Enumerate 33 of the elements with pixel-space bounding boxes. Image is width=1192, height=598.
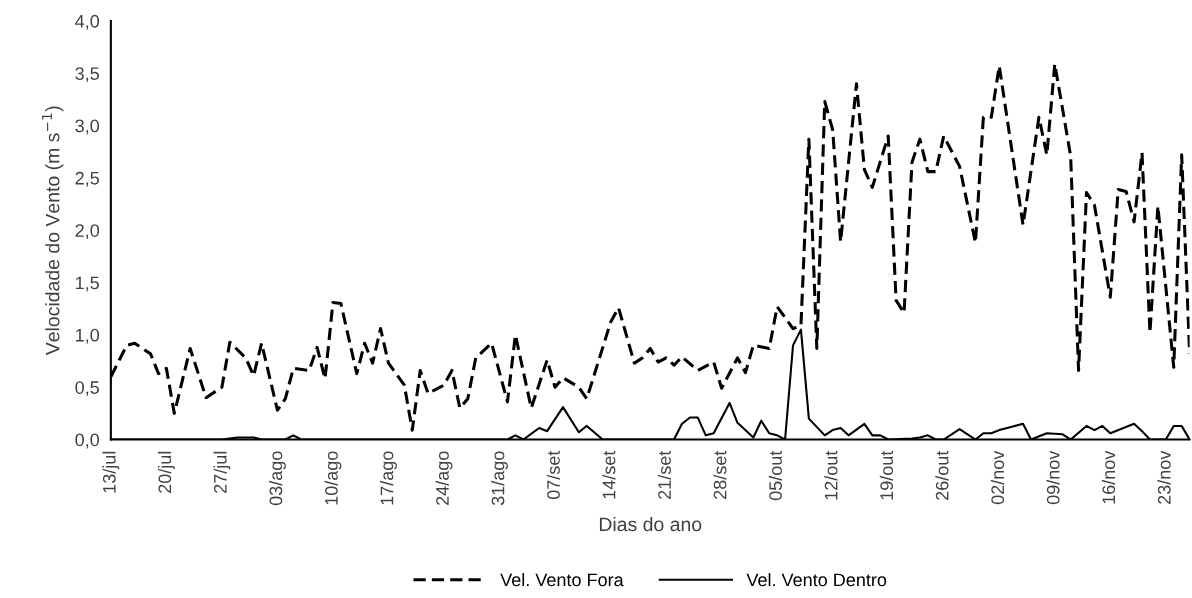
y-tick-label: 3,5 — [75, 67, 99, 83]
x-tick-label: 13/jul — [102, 451, 120, 493]
y-tick-label: 0,0 — [75, 433, 100, 449]
x-tick-label: 02/nov — [990, 450, 1005, 505]
x-tick-label: 03/ago — [269, 451, 286, 506]
x-tick-label: 17/ago — [380, 451, 397, 505]
y-tick-label: 2,5 — [75, 171, 99, 187]
x-tick-label: 07/set — [546, 450, 560, 500]
x-tick-label: 27/jul — [213, 451, 231, 493]
x-tick-label: 05/out — [768, 450, 782, 501]
x-tick-label: 21/set — [657, 450, 671, 499]
x-tick-label: 23/nov — [1157, 450, 1171, 504]
x-tick-label: 28/set — [713, 450, 727, 499]
y-tick-label: 3,0 — [75, 119, 100, 135]
y-tick-label: 1,5 — [76, 276, 99, 292]
y-axis-title: Velocidade do Vento (m s$^{−1}$) — [41, 106, 64, 356]
y-tick-label: 2,0 — [75, 224, 100, 240]
x-axis-title: Dias do ano — [599, 516, 702, 532]
x-tick-label: 26/out — [935, 450, 949, 500]
x-tick-label: 09/nov — [1046, 450, 1060, 505]
x-tick-label: 12/out — [824, 450, 838, 500]
y-tick-label: 4,0 — [75, 14, 100, 30]
x-tick-label: 31/ago — [491, 451, 508, 506]
x-tick-label: 20/jul — [157, 451, 175, 493]
x-tick-label: 16/nov — [1101, 450, 1116, 504]
x-tick-label: 19/out — [879, 450, 894, 500]
y-tick-label: 0,5 — [75, 381, 99, 397]
legend-label: Vel. Vento Fora — [500, 572, 624, 587]
y-tick-label: 1,0 — [76, 328, 100, 344]
x-tick-label: 24/ago — [435, 451, 453, 505]
x-tick-label: 14/set — [602, 450, 616, 499]
legend-label: Vel. Vento Dentro — [746, 572, 887, 587]
x-tick-label: 10/ago — [324, 451, 342, 505]
